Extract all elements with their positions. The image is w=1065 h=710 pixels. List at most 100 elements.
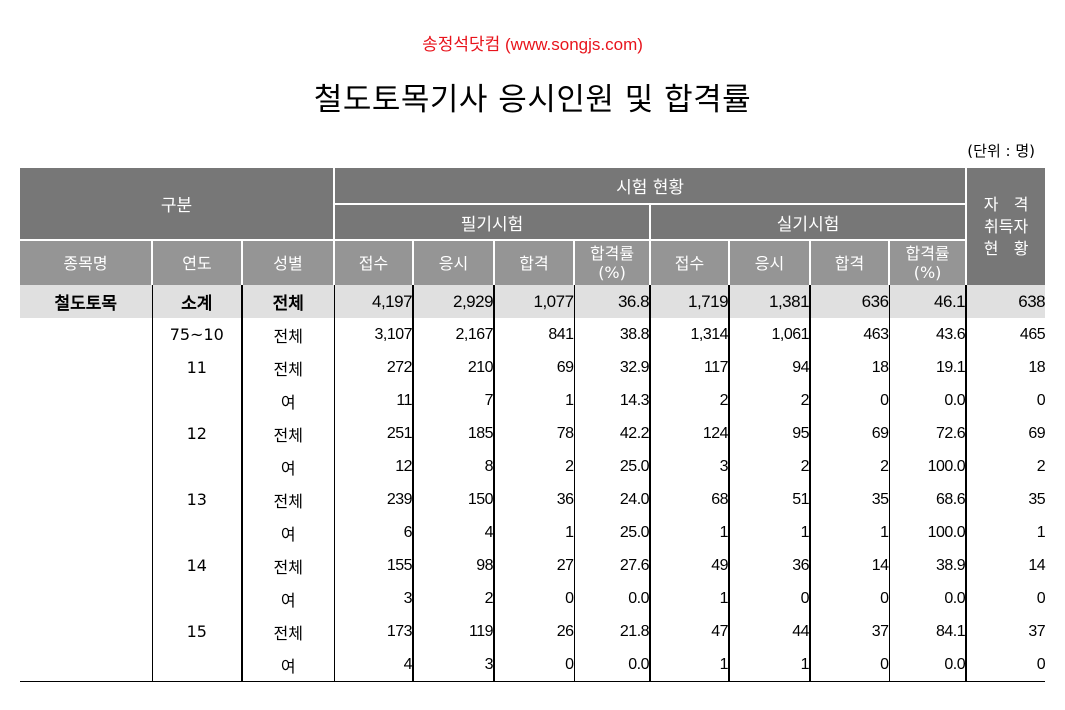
cell-w-pass: 1 <box>493 384 575 417</box>
header-category: 구분 <box>20 168 336 241</box>
cell-p-rate: 43.6 <box>888 318 967 351</box>
cell-p-take: 1,381 <box>728 285 811 318</box>
cell-gender: 여 <box>240 516 335 549</box>
cell-w-apply: 239 <box>333 483 414 516</box>
cell-p-rate: 19.1 <box>888 351 967 384</box>
cell-year: 11 <box>151 351 242 384</box>
cell-w-pass: 2 <box>493 450 575 483</box>
cell-w-take: 98 <box>412 549 495 582</box>
cell-p-apply: 1,719 <box>649 285 730 318</box>
cell-w-apply: 4 <box>333 648 414 682</box>
cell-w-take: 2,929 <box>412 285 495 318</box>
cell-p-take: 1,061 <box>728 318 811 351</box>
cell-p-apply: 117 <box>649 351 730 384</box>
cell-w-take: 185 <box>412 417 495 450</box>
cell-p-rate: 0.0 <box>888 648 967 682</box>
cell-p-apply: 1 <box>649 516 730 549</box>
cell-name <box>20 648 152 682</box>
header-practical-rate-l2: (%) <box>913 263 942 282</box>
table-row: 여 3 2 0 0.0 1 0 0 0.0 0 <box>20 582 1046 615</box>
cell-w-rate: 38.8 <box>573 318 651 351</box>
cell-name <box>20 582 152 615</box>
cell-w-take: 3 <box>412 648 495 682</box>
cell-name <box>20 615 152 648</box>
cell-w-rate: 0.0 <box>573 582 651 615</box>
cell-certified: 0 <box>965 582 1046 615</box>
cell-w-rate: 24.0 <box>573 483 651 516</box>
cell-w-pass: 1,077 <box>493 285 575 318</box>
cell-year: 13 <box>151 483 242 516</box>
cell-p-take: 36 <box>728 549 811 582</box>
header-practical-pass: 합격 <box>810 240 891 285</box>
cell-certified: 69 <box>965 417 1046 450</box>
header-written-rate-l1: 합격률 <box>589 244 635 263</box>
header-item-name: 종목명 <box>20 240 153 285</box>
cell-name <box>20 516 152 549</box>
table-row: 15 전체 173 119 26 21.8 47 44 37 84.1 37 <box>20 615 1046 648</box>
cell-year: 소계 <box>151 285 242 318</box>
cell-w-take: 119 <box>412 615 495 648</box>
cell-w-pass: 1 <box>493 516 575 549</box>
cell-p-rate: 38.9 <box>888 549 967 582</box>
cell-p-rate: 100.0 <box>888 450 967 483</box>
cell-p-apply: 1 <box>649 648 730 682</box>
table-row: 13 전체 239 150 36 24.0 68 51 35 68.6 35 <box>20 483 1046 516</box>
cell-p-rate: 72.6 <box>888 417 967 450</box>
cell-p-rate: 68.6 <box>888 483 967 516</box>
table-row: 14 전체 155 98 27 27.6 49 36 14 38.9 14 <box>20 549 1046 582</box>
cell-gender: 전체 <box>240 417 335 450</box>
cell-w-apply: 251 <box>333 417 414 450</box>
cell-w-take: 4 <box>412 516 495 549</box>
cell-p-rate: 46.1 <box>888 285 967 318</box>
header-certified-line1: 자 격 <box>983 194 1029 214</box>
cell-w-take: 150 <box>412 483 495 516</box>
cell-p-pass: 18 <box>809 351 890 384</box>
cell-w-rate: 27.6 <box>573 549 651 582</box>
cell-p-pass: 69 <box>809 417 890 450</box>
cell-p-rate: 100.0 <box>888 516 967 549</box>
cell-gender: 여 <box>240 384 335 417</box>
cell-w-apply: 272 <box>333 351 414 384</box>
header-certified: 자 격 취득자 현 황 <box>965 168 1046 285</box>
cell-p-take: 94 <box>728 351 811 384</box>
cell-p-apply: 68 <box>649 483 730 516</box>
cell-w-apply: 3 <box>333 582 414 615</box>
cell-w-pass: 0 <box>493 648 575 682</box>
exam-statistics-table: 구분 시험 현황 자 격 취득자 현 황 필기시험 실기시험 종목명 연도 성별… <box>20 168 1046 682</box>
cell-w-pass: 78 <box>493 417 575 450</box>
cell-p-apply: 1 <box>649 582 730 615</box>
header-written-pass: 합격 <box>494 240 576 285</box>
cell-w-apply: 4,197 <box>333 285 414 318</box>
header-practical-take: 응시 <box>729 240 812 285</box>
cell-p-take: 1 <box>728 516 811 549</box>
header-written-rate: 합격률 (%) <box>574 240 652 285</box>
cell-certified: 14 <box>965 549 1046 582</box>
cell-p-rate: 0.0 <box>888 384 967 417</box>
cell-w-rate: 21.8 <box>573 615 651 648</box>
cell-certified: 1 <box>965 516 1046 549</box>
table-row: 여 6 4 1 25.0 1 1 1 100.0 1 <box>20 516 1046 549</box>
cell-gender: 전체 <box>240 285 335 318</box>
cell-certified: 18 <box>965 351 1046 384</box>
cell-certified: 465 <box>965 318 1046 351</box>
cell-p-rate: 84.1 <box>888 615 967 648</box>
cell-w-take: 210 <box>412 351 495 384</box>
cell-w-pass: 26 <box>493 615 575 648</box>
cell-p-apply: 1,314 <box>649 318 730 351</box>
cell-gender: 여 <box>240 450 335 483</box>
cell-w-take: 2 <box>412 582 495 615</box>
header-exam-status: 시험 현황 <box>334 168 967 205</box>
cell-w-rate: 14.3 <box>573 384 651 417</box>
cell-p-pass: 0 <box>809 648 890 682</box>
cell-gender: 여 <box>240 582 335 615</box>
cell-p-pass: 463 <box>809 318 890 351</box>
cell-year: 12 <box>151 417 242 450</box>
cell-name <box>20 351 152 384</box>
header-written-exam: 필기시험 <box>334 204 652 241</box>
cell-p-pass: 636 <box>809 285 890 318</box>
cell-gender: 전체 <box>240 549 335 582</box>
data-rows: 75~10 전체 3,107 2,167 841 38.8 1,314 1,06… <box>20 318 1046 682</box>
site-label: 송정석닷컴 (www.songjs.com) <box>422 35 643 54</box>
cell-p-pass: 14 <box>809 549 890 582</box>
cell-w-take: 8 <box>412 450 495 483</box>
